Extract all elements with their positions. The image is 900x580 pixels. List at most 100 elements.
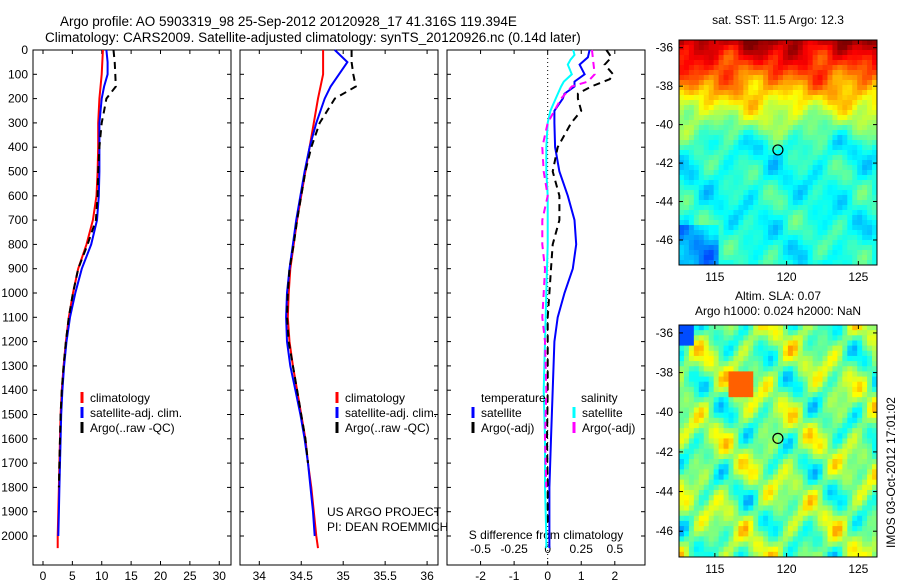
map-cell bbox=[753, 386, 759, 393]
map-cell bbox=[693, 443, 700, 450]
map-cell bbox=[852, 165, 858, 171]
map-cell bbox=[679, 515, 685, 522]
map-cell bbox=[832, 215, 838, 221]
map-cell bbox=[857, 438, 863, 445]
map-cell bbox=[817, 140, 824, 146]
map-cell bbox=[807, 145, 814, 151]
map-cell bbox=[679, 417, 685, 424]
map-cell bbox=[842, 260, 848, 266]
map-cell bbox=[679, 135, 685, 141]
map-cell bbox=[753, 140, 759, 146]
map-cell bbox=[857, 185, 863, 191]
map-cell bbox=[807, 140, 814, 146]
map-cell bbox=[753, 489, 759, 496]
map-cell bbox=[718, 205, 725, 211]
map-cell bbox=[802, 175, 809, 181]
map-cell bbox=[807, 402, 814, 408]
map-cell bbox=[708, 526, 715, 532]
map-cell bbox=[768, 479, 774, 486]
map-cell bbox=[683, 515, 690, 522]
map-cell bbox=[827, 392, 833, 398]
map-cell bbox=[827, 60, 833, 66]
map-cell bbox=[688, 479, 695, 486]
map-cell bbox=[787, 500, 794, 506]
map-cell bbox=[867, 150, 873, 156]
map-cell bbox=[748, 489, 754, 496]
map-cell bbox=[768, 536, 774, 543]
map-cell bbox=[738, 120, 744, 126]
map-cell bbox=[842, 495, 848, 501]
map-cell bbox=[797, 459, 804, 465]
map-cell bbox=[778, 551, 784, 558]
map-cell bbox=[763, 55, 769, 61]
map-cell bbox=[708, 60, 715, 66]
map-cell bbox=[812, 225, 819, 231]
map-cell bbox=[758, 417, 764, 424]
map-cell bbox=[713, 505, 720, 512]
map-cell bbox=[763, 230, 769, 236]
map-cell bbox=[787, 200, 794, 206]
map-cell bbox=[812, 464, 819, 470]
map-cell bbox=[822, 255, 828, 261]
map-cell bbox=[797, 165, 804, 171]
map-cell bbox=[792, 551, 799, 558]
map-cell bbox=[723, 402, 729, 408]
map-cell bbox=[847, 230, 853, 236]
map-cell bbox=[817, 495, 824, 501]
y-tick-label: 1500 bbox=[1, 408, 28, 422]
map-cell bbox=[867, 60, 873, 66]
map-cell bbox=[842, 205, 848, 211]
map-cell bbox=[802, 407, 809, 414]
map-cell bbox=[862, 381, 868, 388]
map-cell bbox=[842, 536, 848, 543]
map-y-tick-label: -36 bbox=[656, 41, 674, 55]
map-cell bbox=[832, 489, 838, 496]
map-cell bbox=[807, 417, 814, 424]
map-cell bbox=[728, 422, 734, 429]
map-cell bbox=[867, 170, 873, 176]
map-cell bbox=[713, 250, 720, 256]
map-cell bbox=[698, 386, 705, 393]
map-cell bbox=[738, 200, 744, 206]
map-cell bbox=[688, 526, 695, 532]
map-cell bbox=[792, 433, 799, 439]
y-tick-label: 100 bbox=[8, 67, 28, 81]
map-cell bbox=[758, 484, 764, 491]
map-cell bbox=[688, 443, 695, 450]
map-cell bbox=[837, 536, 843, 543]
map-cell bbox=[842, 115, 848, 121]
map-cell bbox=[733, 392, 739, 398]
map-cell bbox=[827, 80, 833, 86]
map-cell bbox=[718, 489, 725, 496]
map-cell bbox=[679, 325, 685, 331]
map-cell bbox=[758, 255, 764, 261]
map-cell bbox=[817, 75, 824, 81]
map-cell bbox=[708, 110, 715, 116]
map-cell bbox=[867, 230, 873, 236]
map-cell bbox=[867, 45, 873, 51]
map-cell bbox=[778, 115, 784, 121]
map-cell bbox=[807, 130, 814, 136]
map-cell bbox=[743, 474, 749, 481]
map-cell bbox=[718, 469, 725, 476]
map-cell bbox=[817, 240, 824, 246]
map-cell bbox=[832, 428, 838, 434]
map-cell bbox=[817, 469, 824, 476]
map-cell bbox=[872, 150, 878, 156]
map-cell bbox=[842, 551, 848, 558]
map-cell bbox=[723, 397, 729, 403]
map-cell bbox=[748, 505, 754, 512]
map-cell bbox=[807, 438, 814, 445]
map-cell bbox=[753, 453, 759, 460]
map-cell bbox=[773, 464, 779, 470]
map-cell bbox=[768, 438, 774, 445]
map-cell bbox=[723, 230, 729, 236]
map-cell bbox=[728, 115, 734, 121]
map-cell bbox=[679, 200, 685, 206]
map-cell bbox=[812, 433, 819, 439]
map-cell bbox=[797, 510, 804, 517]
map-cell bbox=[872, 340, 878, 347]
map-cell bbox=[797, 531, 804, 537]
map-cell bbox=[778, 50, 784, 56]
map-cell bbox=[773, 170, 779, 176]
